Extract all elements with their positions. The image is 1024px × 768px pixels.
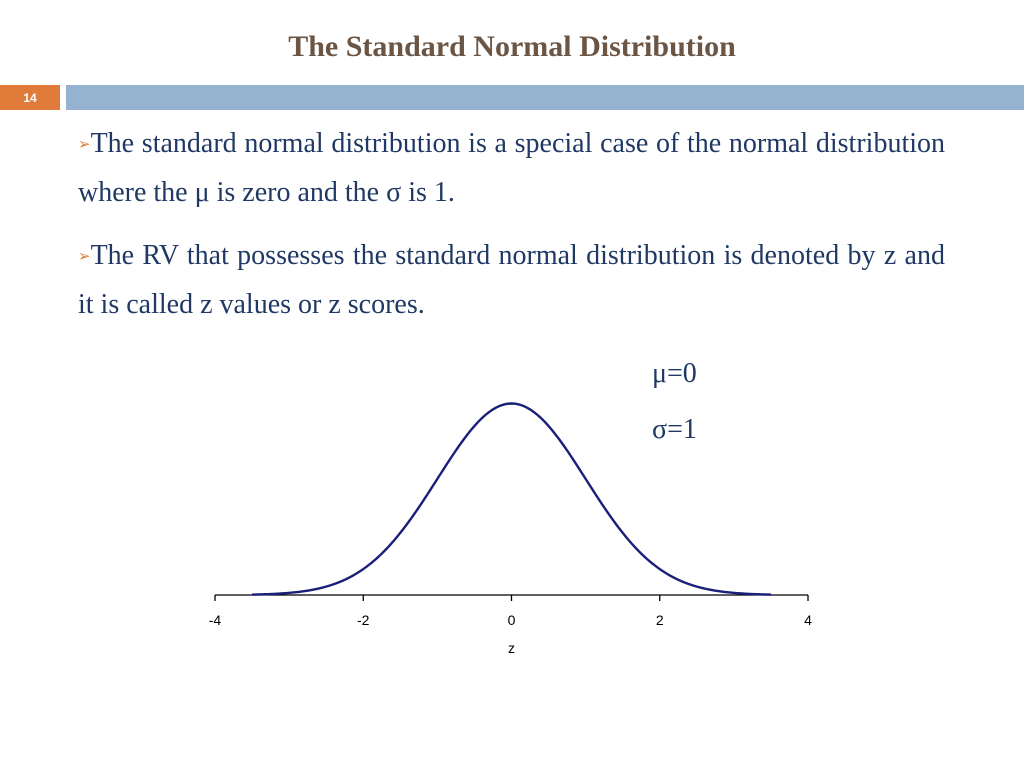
arrow-bullet-icon: ➢: [78, 137, 91, 153]
header-bar: [66, 85, 1024, 110]
x-tick-label: 2: [656, 612, 664, 628]
bullet-item: ➢The RV that possesses the standard norm…: [78, 232, 945, 328]
slide-number-badge: 14: [0, 85, 60, 110]
bullet-text: The standard normal distribution is a sp…: [78, 128, 945, 208]
x-tick-label: -4: [209, 612, 222, 628]
x-tick-label: 4: [804, 612, 812, 628]
bullet-text: The RV that possesses the standard norma…: [78, 240, 945, 320]
normal-curve-line: [252, 402, 771, 596]
mean-label: μ=0: [652, 358, 697, 389]
x-axis-label: z: [508, 640, 515, 656]
normal-curve-chart: -4 -2 0 2 4 z: [209, 402, 812, 656]
bullet-list: ➢The standard normal distribution is a s…: [78, 120, 945, 344]
x-tick-label: 0: [508, 612, 516, 628]
arrow-bullet-icon: ➢: [78, 249, 91, 265]
sd-label: σ=1: [652, 414, 697, 445]
bullet-item: ➢The standard normal distribution is a s…: [78, 120, 945, 216]
x-tick-label: -2: [357, 612, 370, 628]
page-title: The Standard Normal Distribution: [288, 30, 736, 63]
